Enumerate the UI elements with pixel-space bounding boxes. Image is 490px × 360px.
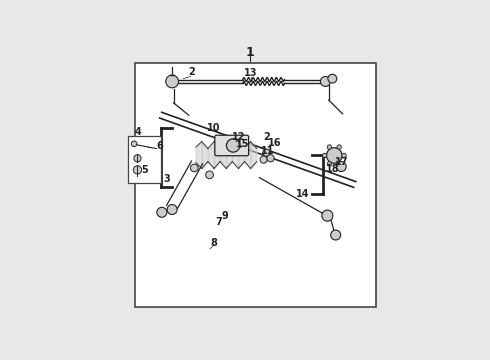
Text: 12: 12 [232, 132, 245, 143]
Circle shape [320, 76, 330, 86]
Text: 6: 6 [156, 141, 163, 151]
Text: 4: 4 [134, 127, 141, 137]
Circle shape [336, 162, 346, 172]
Text: 16: 16 [268, 138, 281, 148]
Circle shape [337, 145, 342, 149]
FancyBboxPatch shape [215, 135, 248, 156]
Circle shape [226, 139, 240, 152]
Circle shape [166, 75, 178, 88]
Text: 1: 1 [245, 46, 254, 59]
Text: 3: 3 [163, 174, 170, 184]
Text: 15: 15 [236, 139, 249, 149]
Circle shape [322, 153, 327, 158]
Circle shape [331, 230, 341, 240]
Text: 7: 7 [216, 217, 222, 227]
Circle shape [326, 148, 342, 163]
Text: 5: 5 [142, 165, 148, 175]
Circle shape [134, 155, 141, 162]
Circle shape [328, 74, 337, 83]
Circle shape [167, 204, 177, 215]
Circle shape [206, 171, 214, 179]
Circle shape [263, 149, 270, 156]
Text: 18: 18 [326, 164, 340, 174]
Text: 13: 13 [245, 68, 258, 78]
Text: 2: 2 [263, 132, 270, 143]
Text: 17: 17 [335, 157, 348, 167]
Circle shape [342, 153, 346, 158]
Bar [128, 136, 161, 183]
Circle shape [191, 164, 198, 172]
Circle shape [260, 156, 267, 163]
Circle shape [322, 210, 333, 221]
Text: 9: 9 [221, 211, 228, 221]
Circle shape [267, 155, 274, 162]
Text: 10: 10 [207, 123, 220, 133]
Text: 14: 14 [295, 189, 309, 199]
Circle shape [133, 166, 142, 174]
Text: 11: 11 [261, 146, 274, 156]
Circle shape [157, 207, 167, 217]
Bar [135, 63, 376, 307]
Circle shape [337, 162, 342, 166]
Circle shape [327, 145, 332, 149]
Text: 2: 2 [188, 67, 195, 77]
Circle shape [131, 141, 137, 147]
Circle shape [327, 162, 332, 166]
Text: 8: 8 [210, 238, 217, 248]
